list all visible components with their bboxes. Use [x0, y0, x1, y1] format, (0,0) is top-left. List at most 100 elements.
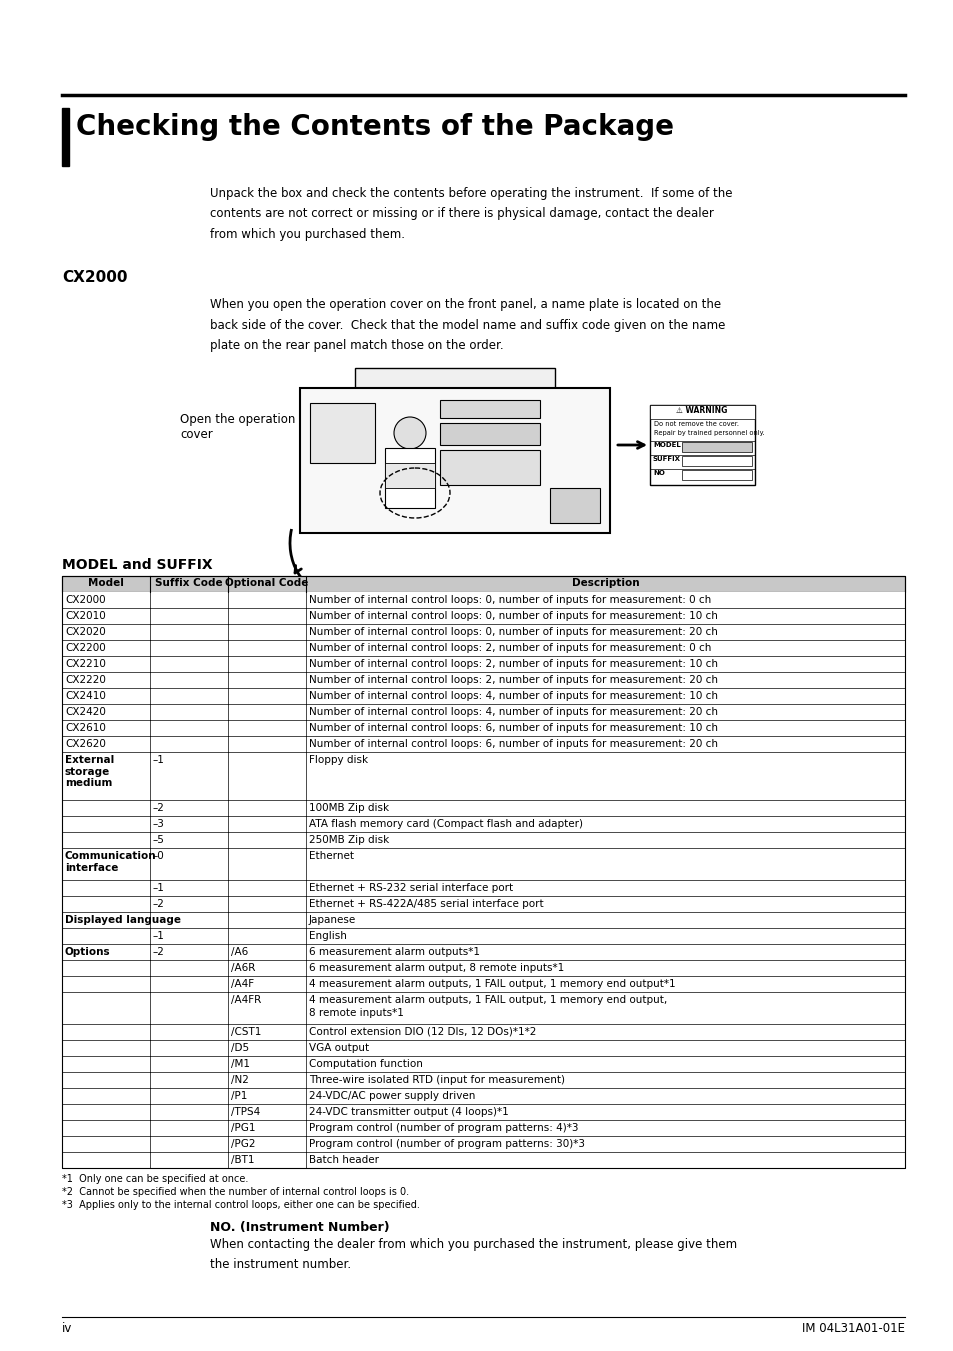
- Text: Batch header: Batch header: [309, 1155, 378, 1165]
- Text: ⚠ WARNING: ⚠ WARNING: [676, 407, 727, 415]
- Bar: [62, 108, 69, 166]
- Text: SUFFIX: SUFFIX: [652, 457, 680, 462]
- Text: /D5: /D5: [231, 1043, 249, 1052]
- Bar: [385, 463, 435, 488]
- Text: External
storage
medium: External storage medium: [65, 755, 114, 788]
- Text: Displayed language: Displayed language: [65, 915, 181, 925]
- Text: 100MB Zip disk: 100MB Zip disk: [309, 802, 389, 813]
- Text: /A6: /A6: [231, 947, 248, 957]
- Text: CX2000: CX2000: [62, 270, 128, 285]
- Bar: [62, 992, 904, 1024]
- Bar: [62, 671, 904, 688]
- Bar: [310, 403, 375, 463]
- Bar: [550, 488, 599, 523]
- Text: Communication
interface: Communication interface: [65, 851, 156, 873]
- Text: ATA flash memory card (Compact flash and adapter): ATA flash memory card (Compact flash and…: [309, 819, 582, 830]
- Bar: [62, 912, 904, 928]
- Bar: [439, 400, 539, 417]
- Bar: [62, 961, 904, 975]
- Text: /TPS4: /TPS4: [231, 1106, 260, 1117]
- Bar: [62, 753, 904, 800]
- Bar: [62, 1104, 904, 1120]
- Text: Computation function: Computation function: [309, 1059, 422, 1069]
- Text: 4 measurement alarm outputs, 1 FAIL output, 1 memory end output*1: 4 measurement alarm outputs, 1 FAIL outp…: [309, 979, 675, 989]
- Text: /PG1: /PG1: [231, 1123, 255, 1133]
- Bar: [62, 688, 904, 704]
- Bar: [62, 1152, 904, 1169]
- Text: Ethernet: Ethernet: [309, 851, 354, 861]
- Bar: [299, 388, 609, 534]
- Bar: [62, 944, 904, 961]
- Text: –1: –1: [152, 931, 165, 942]
- Bar: [62, 1088, 904, 1104]
- Text: /CST1: /CST1: [231, 1027, 261, 1038]
- Text: Japanese: Japanese: [309, 915, 355, 925]
- Text: IM 04L31A01-01E: IM 04L31A01-01E: [801, 1323, 904, 1335]
- Circle shape: [394, 417, 426, 449]
- Text: Number of internal control loops: 2, number of inputs for measurement: 0 ch: Number of internal control loops: 2, num…: [309, 643, 711, 653]
- Bar: [62, 928, 904, 944]
- Text: /A6R: /A6R: [231, 963, 255, 973]
- Bar: [62, 608, 904, 624]
- Bar: [62, 848, 904, 880]
- Text: *3  Applies only to the internal control loops, either one can be specified.: *3 Applies only to the internal control …: [62, 1200, 419, 1210]
- Text: Open the operation
cover: Open the operation cover: [180, 413, 295, 440]
- Text: /P1: /P1: [231, 1092, 247, 1101]
- Bar: [62, 720, 904, 736]
- Text: 4 measurement alarm outputs, 1 FAIL output, 1 memory end output,
8 remote inputs: 4 measurement alarm outputs, 1 FAIL outp…: [309, 994, 666, 1019]
- Bar: [62, 975, 904, 992]
- Text: –1: –1: [152, 755, 165, 765]
- Text: Ethernet + RS-422A/485 serial interface port: Ethernet + RS-422A/485 serial interface …: [309, 898, 543, 909]
- Text: Unpack the box and check the contents before operating the instrument.  If some : Unpack the box and check the contents be…: [210, 186, 732, 240]
- Bar: [62, 576, 904, 592]
- Text: Number of internal control loops: 0, number of inputs for measurement: 0 ch: Number of internal control loops: 0, num…: [309, 594, 711, 605]
- Bar: [62, 576, 904, 1169]
- Text: Options: Options: [65, 947, 111, 957]
- Text: English: English: [309, 931, 347, 942]
- Bar: [62, 1136, 904, 1152]
- Text: /A4F: /A4F: [231, 979, 253, 989]
- Bar: [62, 1056, 904, 1071]
- Text: 24-VDC transmitter output (4 loops)*1: 24-VDC transmitter output (4 loops)*1: [309, 1106, 508, 1117]
- Text: Program control (number of program patterns: 30)*3: Program control (number of program patte…: [309, 1139, 584, 1148]
- Text: CX2010: CX2010: [65, 611, 106, 621]
- Text: –5: –5: [152, 835, 165, 844]
- Bar: [355, 367, 555, 390]
- Text: –0: –0: [152, 851, 165, 861]
- Text: Control extension DIO (12 DIs, 12 DOs)*1*2: Control extension DIO (12 DIs, 12 DOs)*1…: [309, 1027, 536, 1038]
- Text: Three-wire isolated RTD (input for measurement): Three-wire isolated RTD (input for measu…: [309, 1075, 564, 1085]
- Bar: [62, 1120, 904, 1136]
- Text: Number of internal control loops: 0, number of inputs for measurement: 20 ch: Number of internal control loops: 0, num…: [309, 627, 717, 638]
- Text: Number of internal control loops: 0, number of inputs for measurement: 10 ch: Number of internal control loops: 0, num…: [309, 611, 717, 621]
- Text: Number of internal control loops: 4, number of inputs for measurement: 10 ch: Number of internal control loops: 4, num…: [309, 690, 718, 701]
- Text: MODEL and SUFFIX: MODEL and SUFFIX: [62, 558, 213, 571]
- Text: –2: –2: [152, 898, 165, 909]
- Bar: [62, 736, 904, 753]
- Bar: [62, 880, 904, 896]
- Text: When contacting the dealer from which you purchased the instrument, please give : When contacting the dealer from which yo…: [210, 1238, 737, 1271]
- Text: /A4FR: /A4FR: [231, 994, 261, 1005]
- Text: MODEL: MODEL: [652, 442, 680, 449]
- Text: CX2000: CX2000: [65, 594, 106, 605]
- Text: 250MB Zip disk: 250MB Zip disk: [309, 835, 389, 844]
- Text: –2: –2: [152, 802, 165, 813]
- Text: Do not remove the cover.
Repair by trained personnel only.: Do not remove the cover. Repair by train…: [654, 422, 763, 435]
- Text: iv: iv: [62, 1323, 72, 1335]
- Bar: [62, 1071, 904, 1088]
- Text: 6 measurement alarm outputs*1: 6 measurement alarm outputs*1: [309, 947, 479, 957]
- Text: *2  Cannot be specified when the number of internal control loops is 0.: *2 Cannot be specified when the number o…: [62, 1188, 409, 1197]
- Text: 24-VDC/AC power supply driven: 24-VDC/AC power supply driven: [309, 1092, 475, 1101]
- Bar: [681, 457, 751, 466]
- Text: CX2420: CX2420: [65, 707, 106, 717]
- Bar: [62, 640, 904, 657]
- Text: CX2620: CX2620: [65, 739, 106, 748]
- Bar: [62, 704, 904, 720]
- Text: CX2220: CX2220: [65, 676, 106, 685]
- Text: /PG2: /PG2: [231, 1139, 255, 1148]
- Text: –2: –2: [152, 947, 165, 957]
- Text: NO. (Instrument Number): NO. (Instrument Number): [210, 1221, 389, 1233]
- Text: –3: –3: [152, 819, 165, 830]
- Text: CX2410: CX2410: [65, 690, 106, 701]
- Bar: [62, 832, 904, 848]
- Text: /N2: /N2: [231, 1075, 249, 1085]
